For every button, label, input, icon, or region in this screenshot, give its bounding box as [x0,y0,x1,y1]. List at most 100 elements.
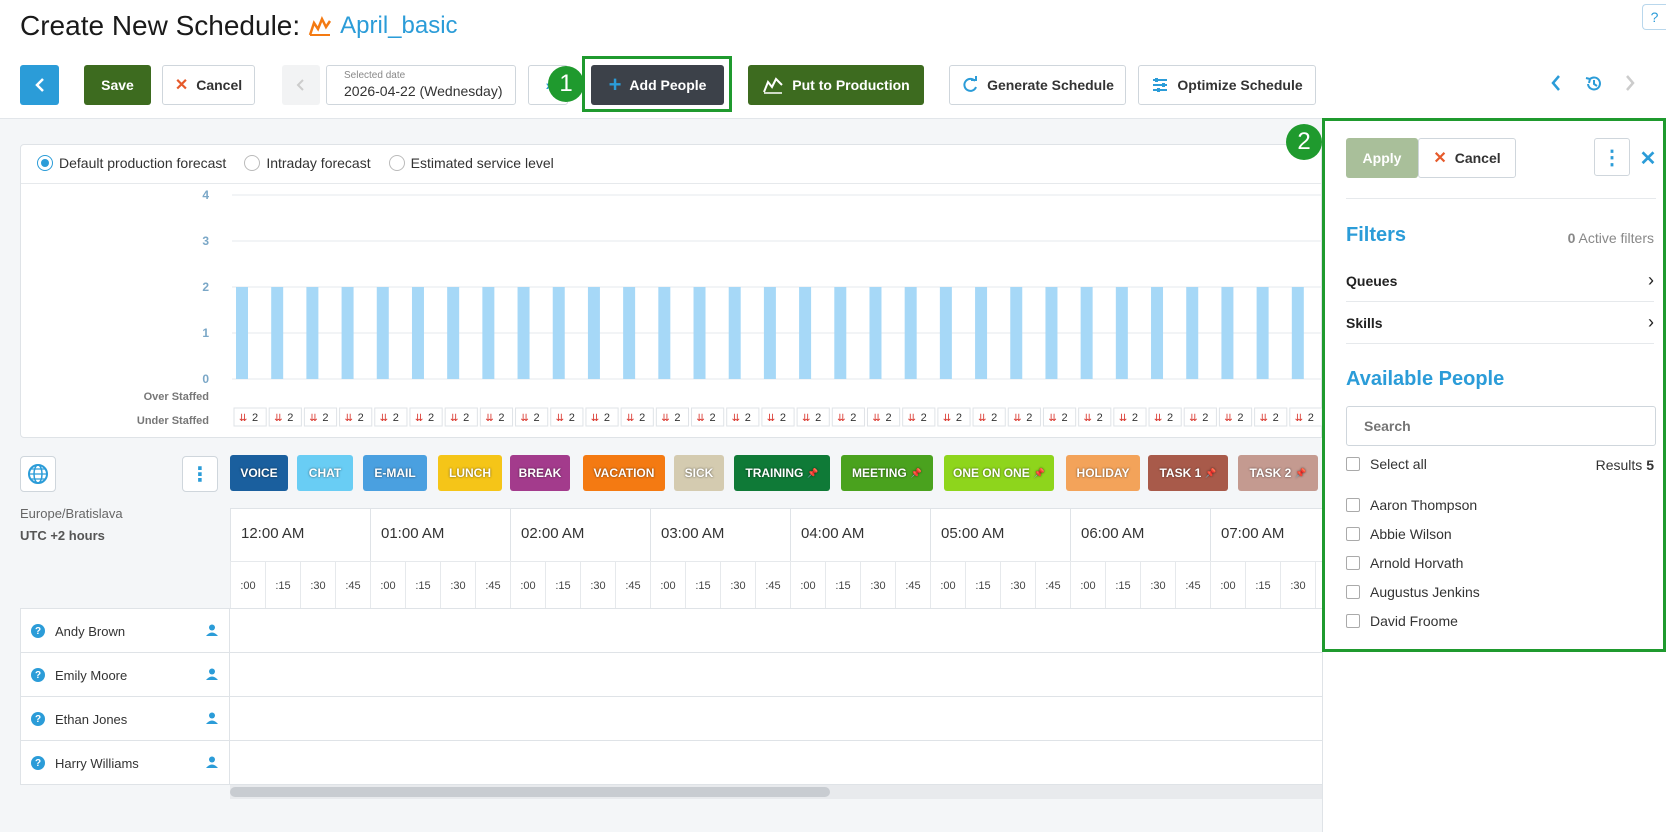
panel-close-button[interactable]: ✕ [1638,146,1658,170]
person-row[interactable]: ? Harry Williams [20,740,1322,785]
forecast-bar [1186,287,1199,379]
timezone-button[interactable] [20,456,56,492]
radio-estimated-service-level[interactable]: Estimated service level [388,155,554,171]
under-staffed-cell-box [1183,407,1217,427]
under-staffed-cell-box [726,407,760,427]
activity-tag-meeting[interactable]: MEETING 📌 [841,455,933,491]
under-staffed-label: Under Staffed [136,415,209,427]
page-title: Create New Schedule: [20,10,301,41]
activity-label: MEETING [852,466,907,480]
people-search-input[interactable] [1346,406,1656,446]
quarter-label: :00 [1070,561,1105,609]
activity-label: TASK 2 [1249,466,1292,480]
arrow-down-icon: ⇊ [1048,413,1056,424]
activity-tag-chat[interactable]: CHAT [297,455,353,491]
previous-date-button[interactable] [282,65,320,105]
available-person-item[interactable]: Arnold Horvath [1346,555,1463,571]
user-icon[interactable] [205,667,219,681]
filter-label: Queues [1346,272,1398,289]
available-person-name: Arnold Horvath [1370,555,1464,571]
activity-tag-break[interactable]: BREAK [510,455,570,491]
forecast-bar [658,287,671,379]
generate-schedule-button[interactable]: Generate Schedule [949,65,1126,105]
scrollbar-thumb[interactable] [230,787,830,797]
question-icon[interactable]: ? [31,712,45,726]
select-all-checkbox[interactable]: Select all [1346,456,1427,472]
person-row[interactable]: ? Emily Moore [20,652,1322,697]
activity-tag-voice[interactable]: VOICE [230,455,288,491]
activity-tag-task-1[interactable]: TASK 1 📌 [1148,455,1228,491]
quarter-label: :00 [370,561,405,609]
user-icon[interactable] [205,623,219,637]
activity-tag-sick[interactable]: SICK [674,455,724,491]
cancel-button[interactable]: ✕ Cancel [162,65,255,105]
filter-queues[interactable]: Queues › [1346,260,1654,302]
under-staffed-cell: ⇊ 2 [691,407,725,427]
under-staffed-value: 2 [534,412,540,424]
activity-tag-one-on-one[interactable]: ONE ON ONE 📌 [944,455,1054,491]
save-button[interactable]: Save [84,65,151,105]
checkbox [1346,498,1360,512]
panel-more-button[interactable]: ⋮ [1594,138,1630,176]
apply-button[interactable]: Apply [1346,138,1418,178]
panel-cancel-button[interactable]: ✕ Cancel [1418,138,1516,178]
arrow-down-icon: ⇊ [521,413,529,424]
question-icon[interactable]: ? [31,624,45,638]
under-staffed-value: 2 [780,412,786,424]
cancel-button-label: Cancel [196,77,243,93]
forecast-bar [975,287,988,379]
kebab-icon: ⋮ [190,463,210,486]
add-people-button[interactable]: + Add People [591,65,724,105]
forecast-card: Default production forecast Intraday for… [20,144,1323,438]
under-staffed-cell: ⇊ 2 [268,407,302,427]
activity-tag-lunch[interactable]: LUNCH [438,455,502,491]
under-staffed-cell: ⇊ 2 [1183,407,1217,427]
undo-button[interactable] [1550,74,1562,95]
under-staffed-cell: ⇊ 2 [1218,407,1253,427]
horizontal-scrollbar[interactable] [230,785,1322,799]
arrow-down-icon: ⇊ [485,413,493,424]
available-person-item[interactable]: David Froome [1346,613,1458,629]
activity-tag-holiday[interactable]: HOLIDAY [1066,455,1140,491]
quarter-label: :45 [615,561,650,609]
date-picker[interactable]: Selected date 2026-04-22 (Wednesday) [326,65,516,105]
available-person-item[interactable]: Augustus Jenkins [1346,584,1480,600]
globe-icon [28,464,48,484]
person-row[interactable]: ? Ethan Jones [20,696,1322,741]
help-icon[interactable]: ? [1642,4,1666,30]
under-staffed-cell-box [1254,407,1288,427]
close-icon: ✕ [1639,148,1657,170]
person-row[interactable]: ? Andy Brown [20,608,1322,653]
radio-default-forecast[interactable]: Default production forecast [37,155,226,171]
put-to-production-button[interactable]: Put to Production [748,65,924,105]
activity-tag-task-2[interactable]: TASK 2 📌 [1238,455,1318,491]
activity-tag-e-mail[interactable]: E-MAIL [363,455,427,491]
radio-intraday-forecast[interactable]: Intraday forecast [244,155,371,171]
more-options-button[interactable]: ⋮ [182,456,218,492]
activity-tag-training[interactable]: TRAINING 📌 [734,455,830,491]
quarter-label: :30 [440,561,475,609]
under-staffed-cell-box [1218,407,1253,427]
available-person-item[interactable]: Aaron Thompson [1346,497,1477,513]
available-person-item[interactable]: Abbie Wilson [1346,526,1452,542]
optimize-schedule-button[interactable]: Optimize Schedule [1138,65,1316,105]
user-icon[interactable] [205,755,219,769]
back-button[interactable] [20,65,59,105]
question-icon[interactable]: ? [31,756,45,770]
question-icon[interactable]: ? [31,668,45,682]
filter-skills[interactable]: Skills › [1346,302,1654,344]
results-summary: Results 5 [1596,457,1654,473]
forecast-bar [1010,287,1023,379]
user-icon[interactable] [205,711,219,725]
quarter-label: :45 [1035,561,1070,609]
history-button[interactable] [1584,74,1604,97]
activity-tag-vacation[interactable]: VACATION [583,455,665,491]
arrow-down-icon: ⇊ [802,413,810,424]
arrow-down-icon: ⇊ [1189,413,1197,424]
forecast-bar [306,287,319,379]
arrow-down-icon: ⇊ [943,413,951,424]
activity-label: CHAT [308,466,342,480]
under-staffed-value: 2 [1061,412,1067,424]
date-value: 2026-04-22 (Wednesday) [344,83,503,99]
redo-button[interactable] [1624,74,1636,95]
